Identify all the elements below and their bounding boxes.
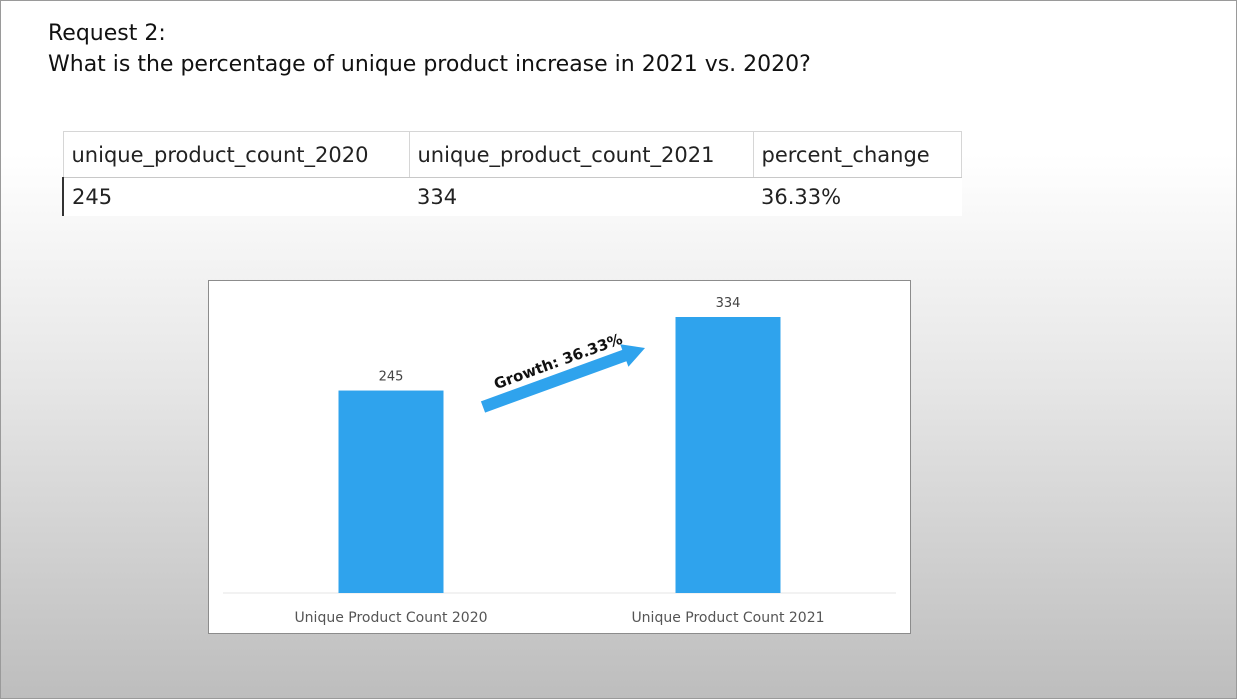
table-row: 245 334 36.33% (62, 177, 962, 216)
data-label: 334 (716, 296, 741, 311)
table-cell: 334 (417, 185, 458, 209)
table-cell: 245 (62, 177, 409, 216)
slide-title-line-1: Request 2: (48, 21, 166, 46)
result-table: unique_product_count_2020 unique_product… (62, 131, 962, 216)
growth-annotation: Growth: 36.33% (480, 330, 645, 413)
table-header-cell: unique_product_count_2021 (409, 131, 754, 178)
labels-layer: 245 Unique Product Count 2020 334 Unique Pr… (294, 296, 824, 626)
table-cell: 36.33% (761, 185, 842, 209)
category-label: Unique Product Count 2020 (294, 610, 487, 626)
table-header-row: unique_product_count_2020 unique_product… (62, 131, 962, 178)
bar-chart: 245 Unique Product Count 2020 334 Unique Pr… (208, 280, 911, 634)
slide-title-line-2: What is the percentage of unique product… (48, 52, 811, 77)
slide-title: Request 2: What is the percentage of uni… (48, 18, 811, 80)
data-label: 245 (379, 370, 404, 385)
table-header-cell: percent_change (753, 131, 962, 178)
bar-chart-svg: 245 Unique Product Count 2020 334 Unique Pr… (223, 296, 896, 626)
table-header-cell: unique_product_count_2020 (62, 131, 410, 178)
category-label: Unique Product Count 2021 (631, 610, 824, 626)
bar-2 (675, 317, 781, 593)
bar-1 (338, 390, 444, 593)
growth-arrow (480, 344, 645, 413)
bars-layer (338, 317, 781, 593)
